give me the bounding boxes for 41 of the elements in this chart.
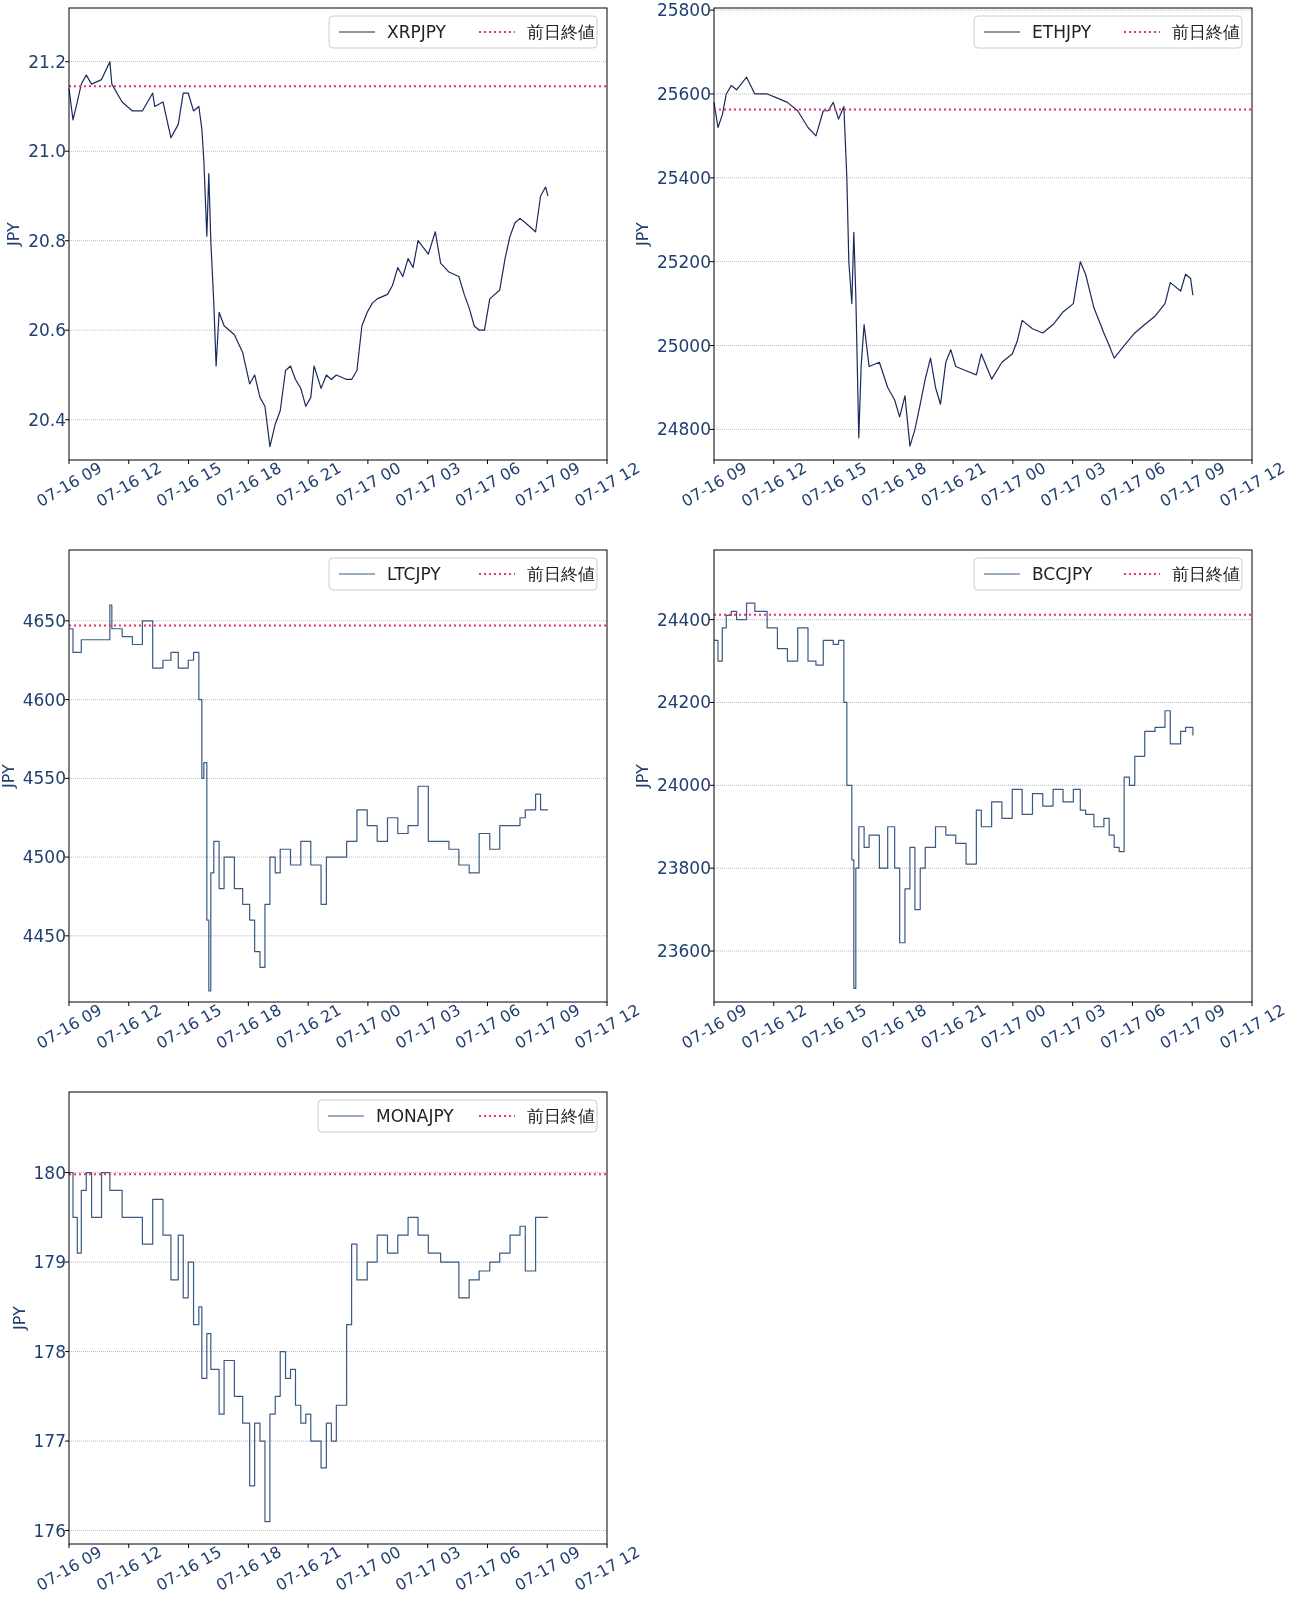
y-axis-title: JPY — [4, 221, 24, 247]
y-tick-label: 23600 — [656, 941, 711, 962]
y-axis-title: JPY — [0, 763, 18, 789]
y-axis-title: JPY — [632, 221, 652, 247]
legend-label: LTCJPY — [387, 564, 442, 584]
y-tick-label: 24200 — [656, 692, 711, 713]
y-tick-label: 176 — [33, 1520, 66, 1541]
y-tick-label: 25400 — [656, 167, 711, 188]
legend-label: ETHJPY — [1032, 22, 1092, 42]
y-tick-label: 25200 — [656, 251, 711, 272]
y-tick-label: 178 — [33, 1341, 66, 1362]
legend-label: 前日終値 — [1172, 22, 1240, 42]
y-tick-label: 20.4 — [28, 409, 66, 430]
y-tick-label: 180 — [33, 1162, 66, 1183]
legend-label: 前日終値 — [527, 1106, 595, 1126]
y-tick-label: 20.6 — [28, 320, 66, 341]
y-tick-label: 4600 — [22, 689, 66, 710]
y-tick-label: 23800 — [656, 858, 711, 879]
y-tick-label: 4650 — [22, 610, 66, 631]
y-tick-label: 4550 — [22, 768, 66, 789]
y-axis-title: JPY — [9, 1305, 29, 1331]
legend-label: BCCJPY — [1032, 564, 1093, 584]
y-tick-label: 177 — [33, 1431, 66, 1452]
legend-label: 前日終値 — [527, 564, 595, 584]
y-tick-label: 25000 — [656, 335, 711, 356]
y-tick-label: 25800 — [656, 0, 711, 21]
y-tick-label: 21.2 — [28, 51, 66, 72]
y-tick-label: 4450 — [22, 925, 66, 946]
y-tick-label: 4500 — [22, 847, 66, 868]
y-tick-label: 24800 — [656, 419, 711, 440]
y-tick-label: 179 — [33, 1252, 66, 1273]
legend-label: XRPJPY — [387, 22, 447, 42]
legend-label: MONAJPY — [376, 1106, 455, 1126]
y-tick-label: 21.0 — [28, 141, 66, 162]
legend-label: 前日終値 — [527, 22, 595, 42]
legend-label: 前日終値 — [1172, 564, 1240, 584]
y-tick-label: 25600 — [656, 83, 711, 104]
y-tick-label: 24000 — [656, 775, 711, 796]
y-tick-label: 20.8 — [28, 230, 66, 251]
y-tick-label: 24400 — [656, 609, 711, 630]
y-axis-title: JPY — [632, 763, 652, 789]
